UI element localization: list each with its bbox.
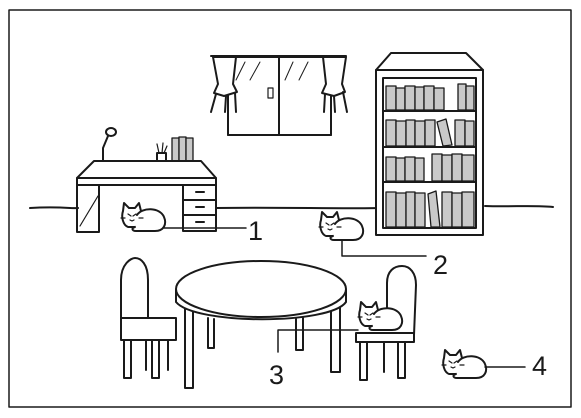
leader-line-2 xyxy=(341,239,427,257)
round-table xyxy=(175,260,347,389)
leader-line-3 xyxy=(277,329,359,353)
cat-on-floor xyxy=(441,349,488,379)
left-chair xyxy=(120,257,177,379)
cat-on-chair xyxy=(357,301,404,331)
frame-border xyxy=(8,9,572,408)
desk xyxy=(76,127,217,233)
callout-number-1: 1 xyxy=(248,216,264,246)
callout-number-2: 2 xyxy=(433,250,449,280)
cat-by-bookcase xyxy=(318,211,365,241)
bookcase xyxy=(375,52,484,236)
callout-number-3: 3 xyxy=(269,360,285,390)
callout-number-4: 4 xyxy=(532,351,548,381)
window xyxy=(210,55,348,136)
cat-under-desk xyxy=(120,202,167,232)
